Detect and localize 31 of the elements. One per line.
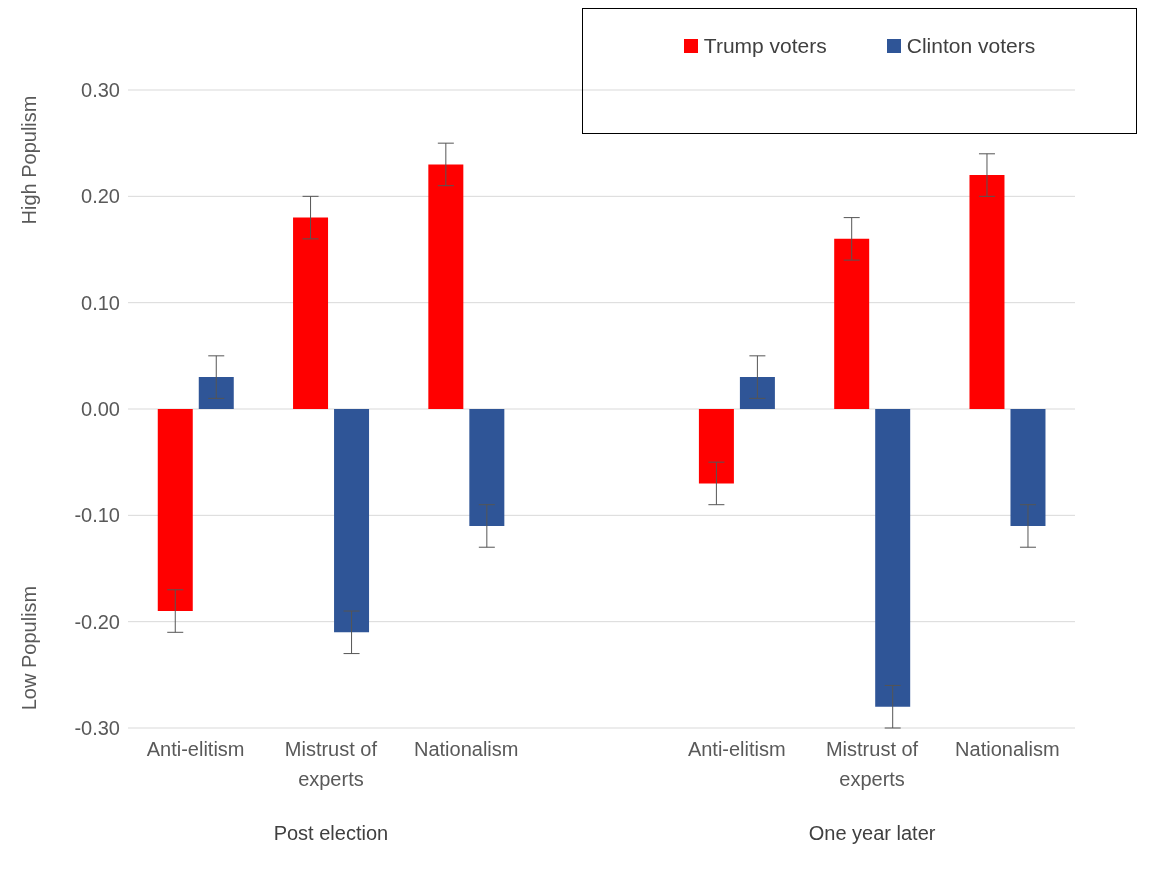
bar [739,377,775,409]
bar [198,377,234,409]
x-tick-label: Mistrust of experts [284,738,378,791]
x-tick-label: Anti-elitism [687,738,786,761]
y-tick-label: 0.20 [81,185,120,208]
y-tick-label: -0.30 [74,717,120,740]
text: Post election [273,822,389,844]
text: High Populism [18,95,40,225]
bar [469,409,505,526]
x-tick-label: Anti-elitism [146,738,245,761]
x-tick-label: Nationalism [955,738,1060,761]
bar [875,409,911,707]
text: One year later [808,822,936,844]
bar [1010,409,1046,526]
legend-label: Trump voters [703,34,827,58]
y-tick-label: 0.00 [81,398,120,421]
y-tick-label: -0.20 [74,610,120,633]
bar [293,217,329,409]
bar [698,409,734,484]
bar [969,175,1005,409]
y-tick-label: -0.10 [74,504,120,527]
x-tick-label: Mistrust of experts [825,738,919,791]
bar [334,409,370,633]
x-tick-label: Nationalism [413,738,519,761]
y-tick-label: 0.30 [81,79,120,102]
text: Low Populism [18,585,40,711]
y-tick-label: 0.10 [81,291,120,314]
bar [428,164,464,409]
bar [157,409,193,612]
legend-label: Clinton voters [906,34,1036,58]
bar [834,238,870,409]
